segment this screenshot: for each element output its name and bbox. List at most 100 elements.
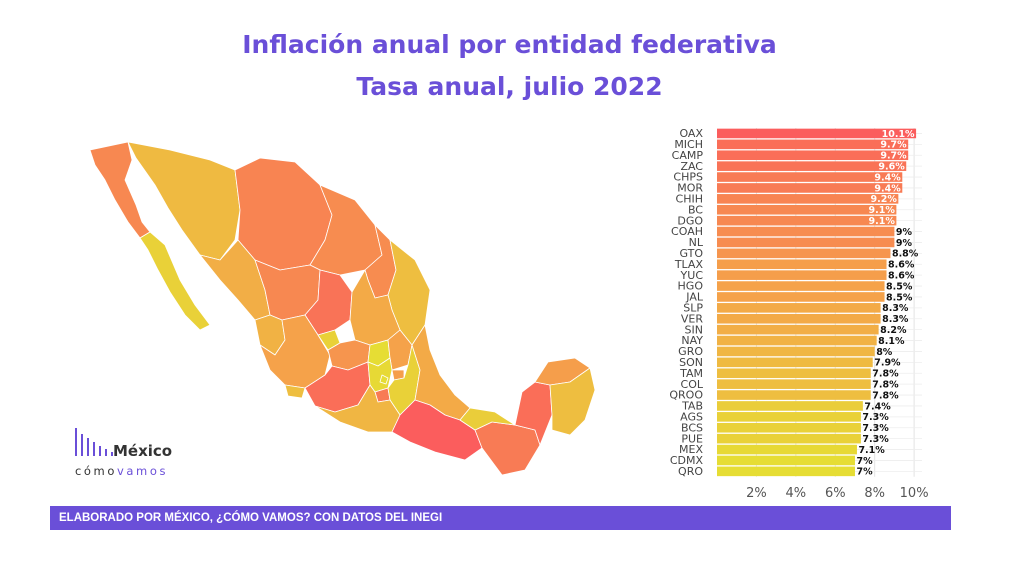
bar-BCS [717,422,861,433]
category-label: QRO [678,465,703,478]
value-label: 9.4% [874,183,901,194]
value-label: 9.7% [880,151,907,162]
category-label: BCS [681,421,703,434]
bar-VER [717,313,881,324]
bar-JAL [717,292,885,302]
bar-AGS [717,412,861,422]
x-tick-label: 4% [786,486,807,501]
category-label: TAM [679,367,703,380]
category-label: MEX [679,443,703,456]
value-label: 10.1% [882,129,915,140]
value-label: 8.1% [878,336,905,347]
bar-YUC [717,270,887,280]
bar-NL [717,237,895,248]
value-label: 7.8% [872,369,899,380]
category-label: DGO [677,214,703,227]
map-state-COL [284,384,306,399]
bar-PUE [717,433,861,444]
category-label: CDMX [670,454,704,467]
value-label: 9% [896,227,913,238]
category-label: TLAX [674,258,704,271]
map-state-QROO [549,367,596,436]
bar-CAMP [717,150,909,161]
logo-tagline-bold: vamos [117,464,169,478]
value-label: 7% [856,467,873,478]
x-tick-label: 10% [900,486,929,501]
category-label: PUE [681,432,703,445]
value-label: 7.4% [864,401,891,412]
value-label: 8.3% [882,314,909,325]
chart-subtitle: Tasa anual, julio 2022 [356,72,663,101]
category-label: CAMP [672,149,704,162]
bar-HGO [717,281,885,291]
bar-SON [717,357,873,368]
category-label: CHPS [673,171,703,184]
source-footer: ELABORADO POR MÉXICO, ¿CÓMO VAMOS? CON D… [50,506,951,530]
value-label: 8.3% [882,303,909,314]
category-label: GTO [679,247,703,260]
category-label: VER [681,312,703,325]
category-label: MICH [674,138,703,151]
value-label: 9.1% [869,205,896,216]
category-label: SIN [685,323,703,336]
value-label: 7% [856,456,873,467]
inflation-bar-chart: OAXMICHCAMPZACCHPSMORCHIHBCDGOCOAHNLGTOT… [669,127,929,501]
value-label: 7.8% [872,390,899,401]
value-label: 8.8% [892,249,919,260]
value-label: 9.1% [869,216,896,227]
bar-TLAX [717,259,887,270]
bar-TAB [717,401,863,411]
bar-COAH [717,226,895,237]
category-label: BC [688,203,703,216]
bar-GTO [717,248,891,259]
value-label: 7.9% [874,358,901,369]
category-label: HGO [678,280,704,293]
bar-CDMX [717,455,855,466]
bar-QROO [717,390,871,400]
map-states [89,141,596,476]
category-label: NL [689,236,704,249]
bar-CHIH [717,194,899,204]
category-label: QROO [669,389,703,402]
bar-ZAC [717,161,907,171]
bar-BC [717,204,897,215]
bar-OAX [717,128,917,139]
chart-bars [717,128,917,477]
map-state-CHPS [474,421,541,476]
value-label: 9.4% [874,172,901,183]
value-label: 7.3% [862,423,889,434]
bar-MOR [717,183,903,193]
map-state-JAL [259,314,331,389]
category-label: AGS [680,410,703,423]
category-label: YUC [680,269,704,282]
bar-COL [717,379,871,389]
mexico-como-vamos-logo: México cómovamos [75,428,195,478]
value-label: 8.5% [886,281,913,292]
bar-QRO [717,466,855,477]
category-label: ZAC [680,160,703,173]
value-label: 8.6% [888,270,915,281]
x-tick-label: 6% [825,486,846,501]
bar-TAM [717,368,871,379]
value-label: 9.2% [870,194,897,205]
chart-value-labels: 10.1%9.7%9.7%9.6%9.4%9.4%9.2%9.1%9.1%9%9… [856,129,918,478]
bar-SIN [717,324,879,335]
value-label: 7.8% [872,379,899,390]
bar-CHPS [717,172,903,182]
bar-MICH [717,139,909,150]
bar-NAY [717,335,877,346]
category-label: SON [679,356,703,369]
value-label: 7.3% [862,434,889,445]
map-state-CDMX [379,374,389,385]
value-label: 8.6% [888,260,915,271]
value-label: 7.3% [862,412,889,423]
category-label: JAL [685,291,704,304]
mexico-choropleth-map [89,141,596,476]
logo-name: México [113,442,173,460]
category-label: MOR [677,182,703,195]
x-tick-label: 8% [864,486,885,501]
category-label: COL [681,378,704,391]
x-tick-label: 2% [746,486,767,501]
category-label: NAY [681,334,703,347]
value-label: 9% [896,238,913,249]
